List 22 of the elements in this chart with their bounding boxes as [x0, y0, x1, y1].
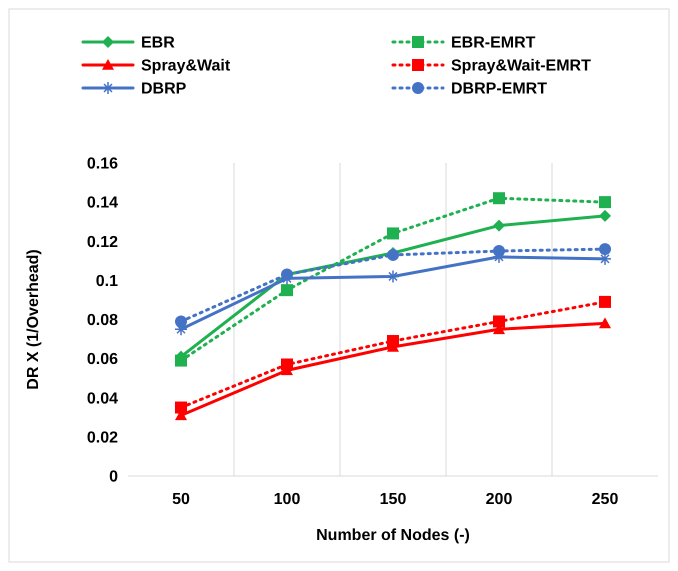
x-tick-label: 100: [274, 491, 300, 508]
y-tick-label: 0.12: [86, 234, 118, 251]
legend-label: DBRP-EMRT: [451, 80, 548, 98]
y-axis-title: DR X (1/Overhead): [25, 249, 42, 390]
legend-label: DBRP: [141, 80, 187, 98]
legend-label: EBR: [141, 34, 176, 52]
y-tick-label: 0: [109, 468, 118, 486]
legend-label: Spray&Wait-EMRT: [451, 58, 592, 75]
x-tick-label: 200: [486, 491, 512, 508]
y-tick-label: 0.08: [86, 312, 118, 330]
x-axis-title: Number of Nodes (-): [316, 527, 470, 544]
y-tick-label: 0.16: [86, 156, 118, 173]
y-tick-label: 0.14: [86, 194, 118, 212]
y-tick-label: 0.06: [86, 351, 118, 368]
y-tick-label: 0.02: [86, 429, 118, 446]
legend-label: Spray&Wait: [141, 58, 231, 75]
y-tick-label: 0.04: [86, 390, 118, 408]
x-tick-label: 250: [592, 491, 618, 508]
y-tick-label: 0.1: [96, 272, 118, 290]
x-tick-label: 150: [380, 491, 406, 508]
x-tick-label: 50: [172, 491, 190, 508]
legend-label: EBR-EMRT: [451, 34, 536, 52]
